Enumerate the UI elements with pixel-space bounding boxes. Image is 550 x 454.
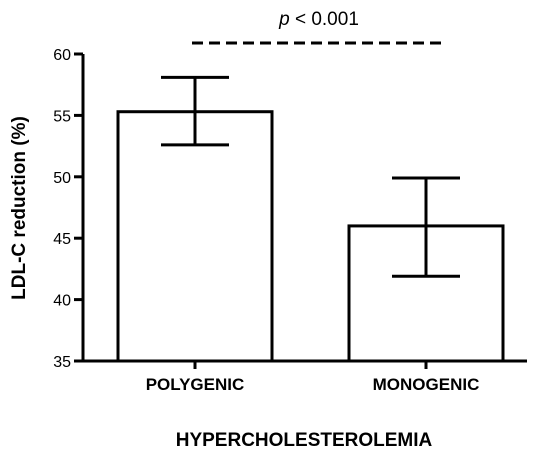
p-symbol: p <box>278 9 290 30</box>
bars <box>116 110 505 363</box>
y-tick-label: 45 <box>53 231 71 248</box>
p-value-text: < 0.001 <box>290 9 359 30</box>
x-axis-title: HYPERCHOLESTEROLEMIA <box>176 430 433 451</box>
y-tick-label: 35 <box>53 354 71 371</box>
error-bars <box>161 75 460 278</box>
category-label-polygenic: POLYGENIC <box>146 375 245 394</box>
category-label-monogenic: MONOGENIC <box>373 375 480 394</box>
category-labels: POLYGENIC MONOGENIC <box>146 361 480 394</box>
significance-annotation: p < 0.001 <box>278 9 359 30</box>
y-axis-title: LDL-C reduction (%) <box>9 116 30 300</box>
bar-polygenic <box>116 110 274 363</box>
y-tick-label: 55 <box>53 108 71 125</box>
y-tick-label: 60 <box>53 47 71 64</box>
y-tick-label: 50 <box>53 170 71 187</box>
y-ticks: 35 40 45 50 55 60 <box>53 47 83 371</box>
y-tick-label: 40 <box>53 293 71 310</box>
